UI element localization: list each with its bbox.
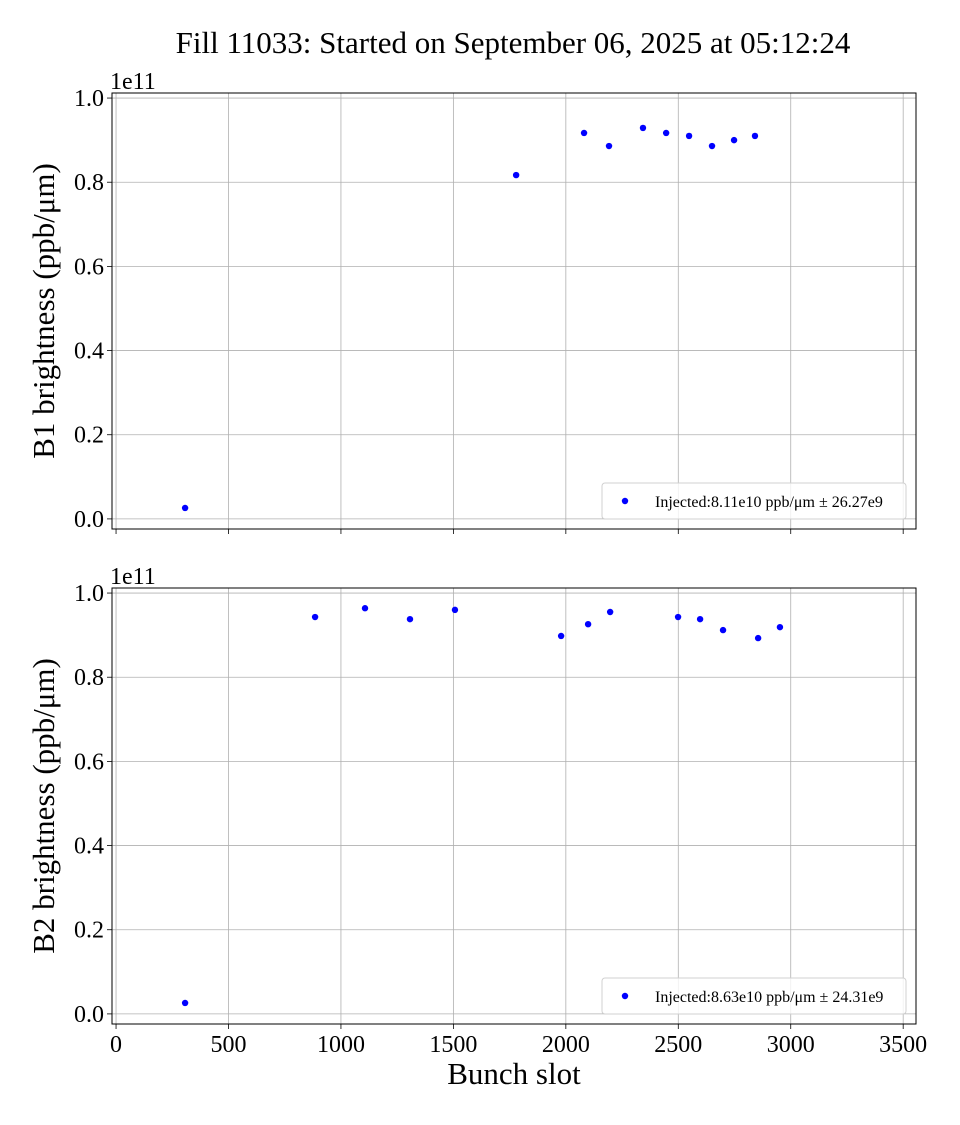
plot2-x-tick-label: 1500	[429, 1032, 477, 1058]
plot1-offset-label: 1e11	[110, 69, 156, 95]
plot1-y-tick-label: 1.0	[74, 86, 104, 112]
plot2-x-tick-label: 0	[110, 1032, 122, 1058]
plot2-x-tick-label: 500	[210, 1032, 246, 1058]
plot1-data-point	[751, 132, 759, 140]
plot1-axes-frame	[111, 92, 917, 530]
plot2-data-point	[361, 605, 369, 612]
plot2-data-point	[606, 608, 614, 616]
plot1-legend-box	[601, 482, 907, 520]
plot2-legend-label: Injected:8.63e10 ppb/μm ± 24.31e9	[655, 989, 883, 1006]
plot1-data-point	[639, 124, 647, 132]
plot2-y-axis-label: B2 brightness (ppb/μm)	[26, 658, 61, 954]
plot1-data-point	[181, 504, 189, 512]
plot2-y-tick-label: 0.6	[74, 749, 104, 775]
plot2-offset-label: 1e11	[110, 564, 156, 590]
plot1-data-point	[580, 129, 588, 137]
plot2-data-point	[776, 623, 784, 631]
plot1-data-point	[685, 132, 693, 140]
plot1-data-point	[605, 142, 613, 150]
plot2-y-tick-label: 0.0	[74, 1002, 104, 1028]
plot2-data-point	[754, 634, 762, 642]
plot2-x-tick-label: 2000	[542, 1032, 590, 1058]
plot1-y-tick-label: 0.2	[74, 423, 104, 449]
plot2-data-point	[451, 606, 459, 614]
plot1-data-point	[512, 171, 520, 179]
plot1-y-tick-label: 0.0	[74, 507, 104, 533]
plot2-data-point	[719, 626, 727, 634]
plot2-y-tick-label: 0.2	[74, 918, 104, 944]
plot1-legend-label: Injected:8.11e10 ppb/μm ± 26.27e9	[655, 494, 883, 511]
plot1-data-point	[730, 136, 738, 144]
plot2-x-tick-label: 2500	[654, 1032, 702, 1058]
plot1-data-point	[662, 129, 670, 137]
plot2-data-point	[696, 615, 704, 623]
plot2-data-point	[181, 999, 189, 1007]
plot2-data-point	[557, 632, 565, 640]
plot2-data-point	[311, 613, 319, 621]
plot2-data-point	[406, 615, 414, 623]
plot2-legend-box	[601, 977, 907, 1015]
plot2-data-point	[674, 613, 682, 621]
plot2-x-axis-label: Bunch slot	[447, 1056, 581, 1091]
plot2-y-tick-label: 0.4	[74, 834, 104, 860]
plot1-y-tick-label: 0.6	[74, 254, 104, 280]
plot2-x-tick-label: 3000	[767, 1032, 815, 1058]
plot2-x-tick-label: 1000	[317, 1032, 365, 1058]
plot2-axes-frame	[111, 587, 917, 1025]
plot2-y-tick-label: 1.0	[74, 581, 104, 607]
plot1-y-tick-label: 0.4	[74, 339, 104, 365]
plot2-legend-marker	[621, 992, 629, 1000]
plot1-y-tick-label: 0.8	[74, 170, 104, 196]
plot1-y-axis-label: B1 brightness (ppb/μm)	[26, 163, 61, 459]
plot1-data-point	[708, 142, 716, 150]
plot2-x-tick-label: 3500	[879, 1032, 927, 1058]
plot2-data-point	[584, 620, 592, 628]
figure-title: Fill 11033: Started on September 06, 202…	[176, 25, 851, 60]
plot2-y-tick-label: 0.8	[74, 665, 104, 691]
plot1-legend-marker	[621, 497, 629, 505]
